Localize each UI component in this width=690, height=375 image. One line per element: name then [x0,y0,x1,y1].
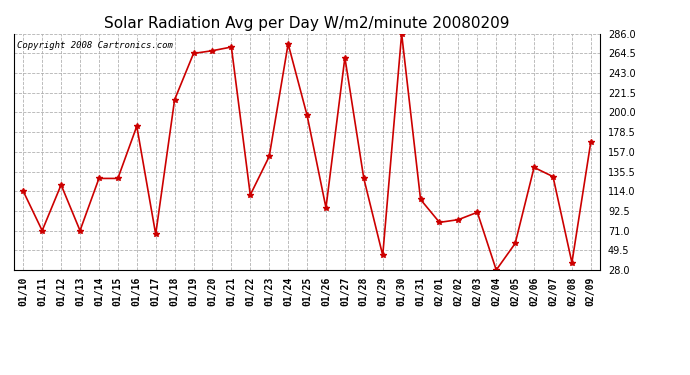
Title: Solar Radiation Avg per Day W/m2/minute 20080209: Solar Radiation Avg per Day W/m2/minute … [104,16,510,31]
Text: Copyright 2008 Cartronics.com: Copyright 2008 Cartronics.com [17,41,172,50]
